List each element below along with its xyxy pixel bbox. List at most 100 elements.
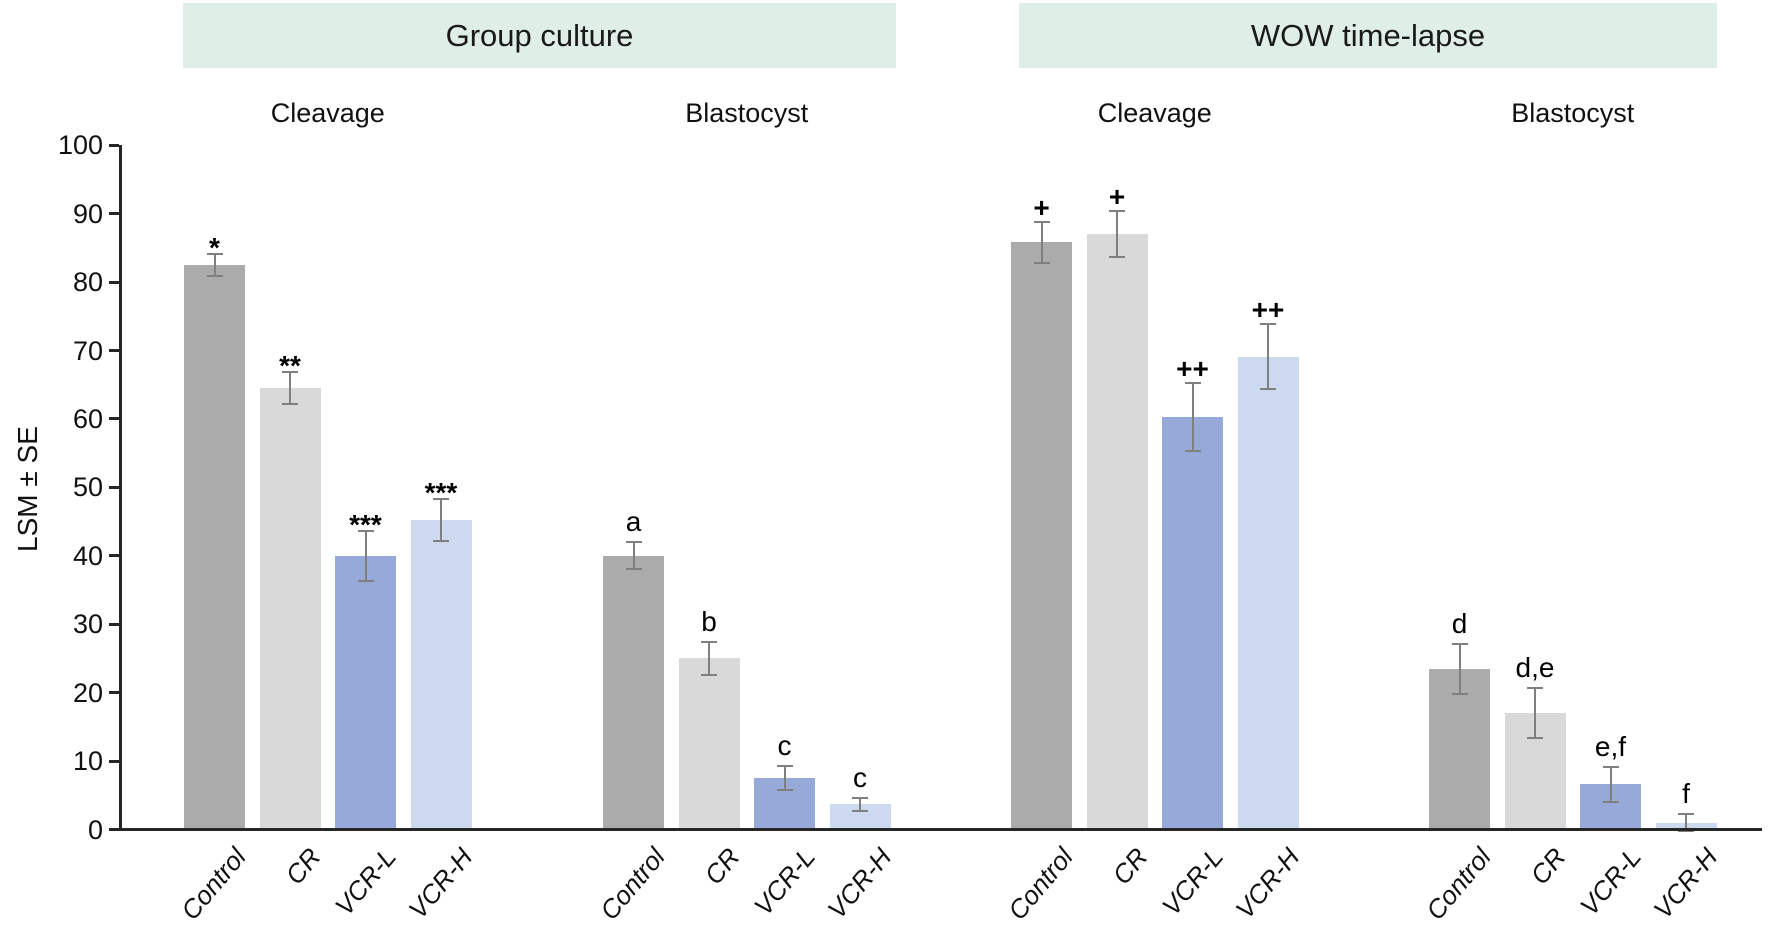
error-bar <box>1458 642 1461 695</box>
bar-control <box>1429 668 1490 830</box>
group-label-cleavage-0: Cleavage <box>270 98 385 128</box>
error-bar <box>708 640 710 677</box>
error-bar-cap-top <box>1602 765 1619 768</box>
x-tick-label-vcr-h: VCR-H <box>1647 842 1723 925</box>
x-tick-label-control: Control <box>1001 842 1079 926</box>
panel-header-group-culture: Group culture <box>183 3 896 68</box>
y-tick-mark <box>109 143 119 147</box>
error-bar <box>1191 382 1194 452</box>
significance-label: d <box>1451 607 1468 639</box>
y-tick-mark <box>109 485 119 489</box>
error-bar-cap-bottom <box>433 540 449 543</box>
x-tick-label-cr: CR <box>1106 842 1154 891</box>
error-bar-cap-bottom <box>1678 830 1694 833</box>
bar-vcr-h <box>1237 356 1299 830</box>
x-tick-label-vcr-l: VCR-L <box>1574 842 1648 922</box>
error-bar-cap-bottom <box>1602 800 1619 803</box>
error-bar <box>364 529 367 582</box>
y-tick-label: 40 <box>72 540 103 571</box>
y-tick-label: 10 <box>72 746 103 777</box>
y-tick-label: 70 <box>72 335 103 366</box>
significance-label: * <box>209 232 220 264</box>
y-tick-label: 90 <box>72 198 103 229</box>
significance-label: *** <box>349 508 382 540</box>
error-bar-cap-bottom <box>852 809 868 812</box>
significance-label: + <box>1108 180 1126 212</box>
error-bar-cap-top <box>357 529 374 532</box>
x-tick-label-cr: CR <box>279 842 327 891</box>
error-bar <box>1609 765 1612 803</box>
error-bar-cap-top <box>1033 220 1050 223</box>
bar-control <box>1011 242 1072 830</box>
y-tick-label: 100 <box>57 130 103 161</box>
bar-vcr-h <box>410 520 472 830</box>
error-bar <box>1116 209 1118 258</box>
x-tick-label-vcr-h: VCR-H <box>1229 842 1305 925</box>
error-bar-cap-top <box>852 796 868 799</box>
x-tick-label-control: Control <box>1419 842 1497 926</box>
error-bar <box>1267 323 1269 391</box>
error-bar-cap-bottom <box>1184 449 1201 452</box>
y-tick-mark <box>109 212 119 216</box>
error-bar-cap-top <box>701 640 717 643</box>
group-label-blastocyst-0: Blastocyst <box>685 98 809 128</box>
error-bar-cap-top <box>282 371 298 374</box>
error-bar <box>632 541 635 571</box>
error-bar-cap-bottom <box>206 274 223 277</box>
x-axis-line <box>119 828 1762 831</box>
y-tick-mark <box>109 554 119 558</box>
error-bar <box>289 371 291 406</box>
x-tick-label-vcr-l: VCR-L <box>748 842 822 922</box>
x-tick-label-vcr-l: VCR-L <box>1156 842 1230 922</box>
error-bar-cap-top <box>433 498 449 501</box>
error-bar-cap-bottom <box>625 568 642 571</box>
significance-label: ++ <box>1251 294 1285 326</box>
bar-vcr-l <box>335 555 396 830</box>
significance-label: d,e <box>1515 652 1555 684</box>
error-bar-cap-bottom <box>1451 692 1468 695</box>
error-bar-cap-top <box>1184 382 1201 385</box>
x-tick-label-control: Control <box>593 842 671 926</box>
bar-vcr-l <box>1162 416 1223 830</box>
y-tick-label: 50 <box>72 472 103 503</box>
x-tick-label-vcr-h: VCR-H <box>402 842 478 925</box>
significance-label: b <box>701 605 717 637</box>
error-bar-cap-bottom <box>357 579 374 582</box>
error-bar <box>859 796 861 812</box>
bar-control <box>184 265 245 830</box>
error-bar-cap-bottom <box>1033 262 1050 265</box>
y-tick-mark <box>109 622 119 626</box>
bar-cr <box>1086 233 1148 830</box>
panel-header-wow-time-lapse: WOW time-lapse <box>1019 3 1717 68</box>
y-tick-label: 0 <box>87 814 103 845</box>
error-bar-cap-top <box>206 253 223 256</box>
error-bar-cap-bottom <box>1527 737 1543 740</box>
significance-label: c <box>853 761 867 793</box>
y-tick-mark <box>109 280 119 284</box>
bar-cr <box>259 388 321 830</box>
error-bar <box>1685 813 1687 833</box>
y-axis-line <box>119 145 122 831</box>
significance-label: f <box>1682 778 1690 810</box>
group-label-cleavage-1: Cleavage <box>1097 98 1212 128</box>
y-tick-label: 60 <box>72 403 103 434</box>
significance-label: ** <box>279 350 301 382</box>
error-bar-cap-bottom <box>776 789 793 792</box>
error-bar <box>440 498 442 543</box>
error-bar <box>213 253 216 277</box>
y-tick-mark <box>109 828 119 831</box>
significance-label: c <box>777 730 792 762</box>
x-tick-label-cr: CR <box>698 842 746 891</box>
error-bar-cap-top <box>776 765 793 768</box>
error-bar-cap-bottom <box>282 403 298 406</box>
error-bar-cap-top <box>1109 209 1125 212</box>
y-tick-mark <box>109 349 119 353</box>
group-label-blastocyst-1: Blastocyst <box>1511 98 1635 128</box>
significance-label: *** <box>424 477 458 509</box>
error-bar-cap-bottom <box>701 674 717 677</box>
significance-label: + <box>1033 191 1050 223</box>
error-bar-cap-top <box>1527 687 1543 690</box>
significance-label: ++ <box>1176 353 1209 385</box>
significance-label: a <box>625 506 642 538</box>
error-bar <box>1534 687 1536 740</box>
